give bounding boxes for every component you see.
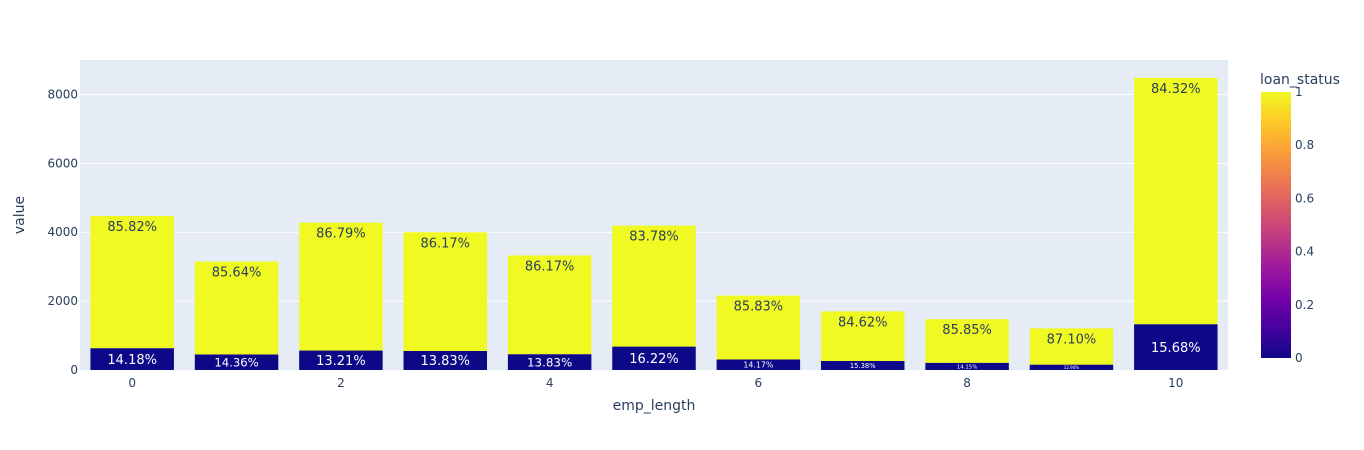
bar-label-status-1-emp-6: 85.83% [734,300,784,315]
bar-label-status-1-emp-10: 84.32% [1151,82,1201,97]
bar-status-1-emp-1 [194,261,279,355]
bar-label-status-1-emp-1: 85.64% [212,266,262,281]
bar-label-status-1-emp-7: 84.62% [838,315,888,330]
y-axis-ticks: 0 2000 4000 6000 8000 [47,87,78,377]
y-tick-label: 2000 [47,294,78,308]
bar-status-1-emp-10 [1134,77,1218,325]
bar-status-0-emp-9 [1029,364,1114,370]
bar-label-status-1-emp-3: 86.17% [420,236,470,251]
colorbar-tick-label: 0.8 [1295,138,1314,152]
bar-status-1-emp-4 [507,255,592,355]
bar-status-0-emp-8 [925,362,1009,370]
bar-label-status-1-emp-8: 85.85% [942,323,992,338]
bar-label-status-0-emp-8: 14.15% [957,364,978,370]
bar-status-1-emp-8 [925,319,1009,363]
colorbar-tick-label: 0.6 [1295,191,1314,205]
y-tick-label: 6000 [47,156,78,170]
colorbar-tick-label: 0 [1295,351,1303,365]
colorbar-ticks: 0 0.2 0.4 0.6 0.8 1 [1295,85,1314,365]
bar-status-0-emp-7 [820,360,905,370]
x-tick-label: 6 [755,376,763,390]
colorbar-title: loan_status [1260,72,1340,88]
bar-label-status-1-emp-9: 87.10% [1047,332,1097,347]
bar-status-1-emp-0 [90,215,174,349]
bar-status-1-emp-9 [1029,328,1114,365]
bar-label-status-0-emp-2: 13.21% [316,354,366,369]
bar-label-status-0-emp-0: 14.18% [107,353,157,368]
colorbar: loan_status 0 0.2 0.4 0.6 0.8 1 [1260,72,1340,365]
y-tick-label: 8000 [47,87,78,101]
bar-status-0-emp-6 [716,359,801,370]
x-tick-label: 10 [1168,376,1183,390]
x-tick-label: 2 [337,376,345,390]
bar-status-0-emp-2 [299,350,383,370]
bar-label-status-0-emp-5: 16.22% [629,352,679,367]
bar-label-status-1-emp-0: 85.82% [107,220,157,235]
bar-label-status-1-emp-4: 86.17% [525,259,575,274]
bar-label-status-0-emp-7: 15.38% [850,362,876,370]
bar-status-0-emp-1 [194,354,279,370]
bar-label-status-0-emp-3: 13.83% [420,354,470,369]
bar-status-1-emp-6 [716,295,801,360]
bar-label-status-1-emp-5: 83.78% [629,230,679,245]
bar-status-1-emp-5 [612,225,696,347]
bar-label-status-0-emp-6: 14.17% [743,361,774,370]
y-axis-title: value [12,196,28,234]
x-tick-label: 4 [546,376,554,390]
bar-label-status-0-emp-4: 13.83% [527,355,572,369]
x-axis-ticks: 0 2 4 6 8 10 [128,376,1183,390]
bar-labels: 14.18% 14.36% 13.21% 13.83% 13.83% 16.22% 14.1… [107,82,1200,371]
bars [90,77,1218,370]
bar-label-status-0-emp-10: 15.68% [1151,341,1201,356]
y-tick-label: 4000 [47,225,78,239]
bar-status-0-emp-3 [403,350,488,370]
bar-status-0-emp-5 [612,346,696,370]
y-tick-label: 0 [70,363,78,377]
colorbar-tick-label: 0.2 [1295,298,1314,312]
bar-status-1-emp-2 [299,222,383,351]
x-axis-title: emp_length [613,398,696,414]
x-tick-label: 8 [963,376,971,390]
bar-label-status-0-emp-9: 12.90% [1064,365,1079,370]
colorbar-tick-label: 0.4 [1295,245,1314,259]
bar-status-1-emp-3 [403,232,488,351]
bar-status-0-emp-10 [1134,324,1218,370]
colorbar-gradient [1261,92,1291,358]
bar-status-0-emp-4 [507,354,592,370]
bar-status-0-emp-0 [90,348,174,370]
bar-status-1-emp-7 [820,311,905,361]
bar-label-status-1-emp-2: 86.79% [316,227,366,242]
x-tick-label: 0 [128,376,136,390]
colorbar-tick-label: 1 [1295,85,1303,99]
bar-label-status-0-emp-1: 14.36% [214,355,258,369]
